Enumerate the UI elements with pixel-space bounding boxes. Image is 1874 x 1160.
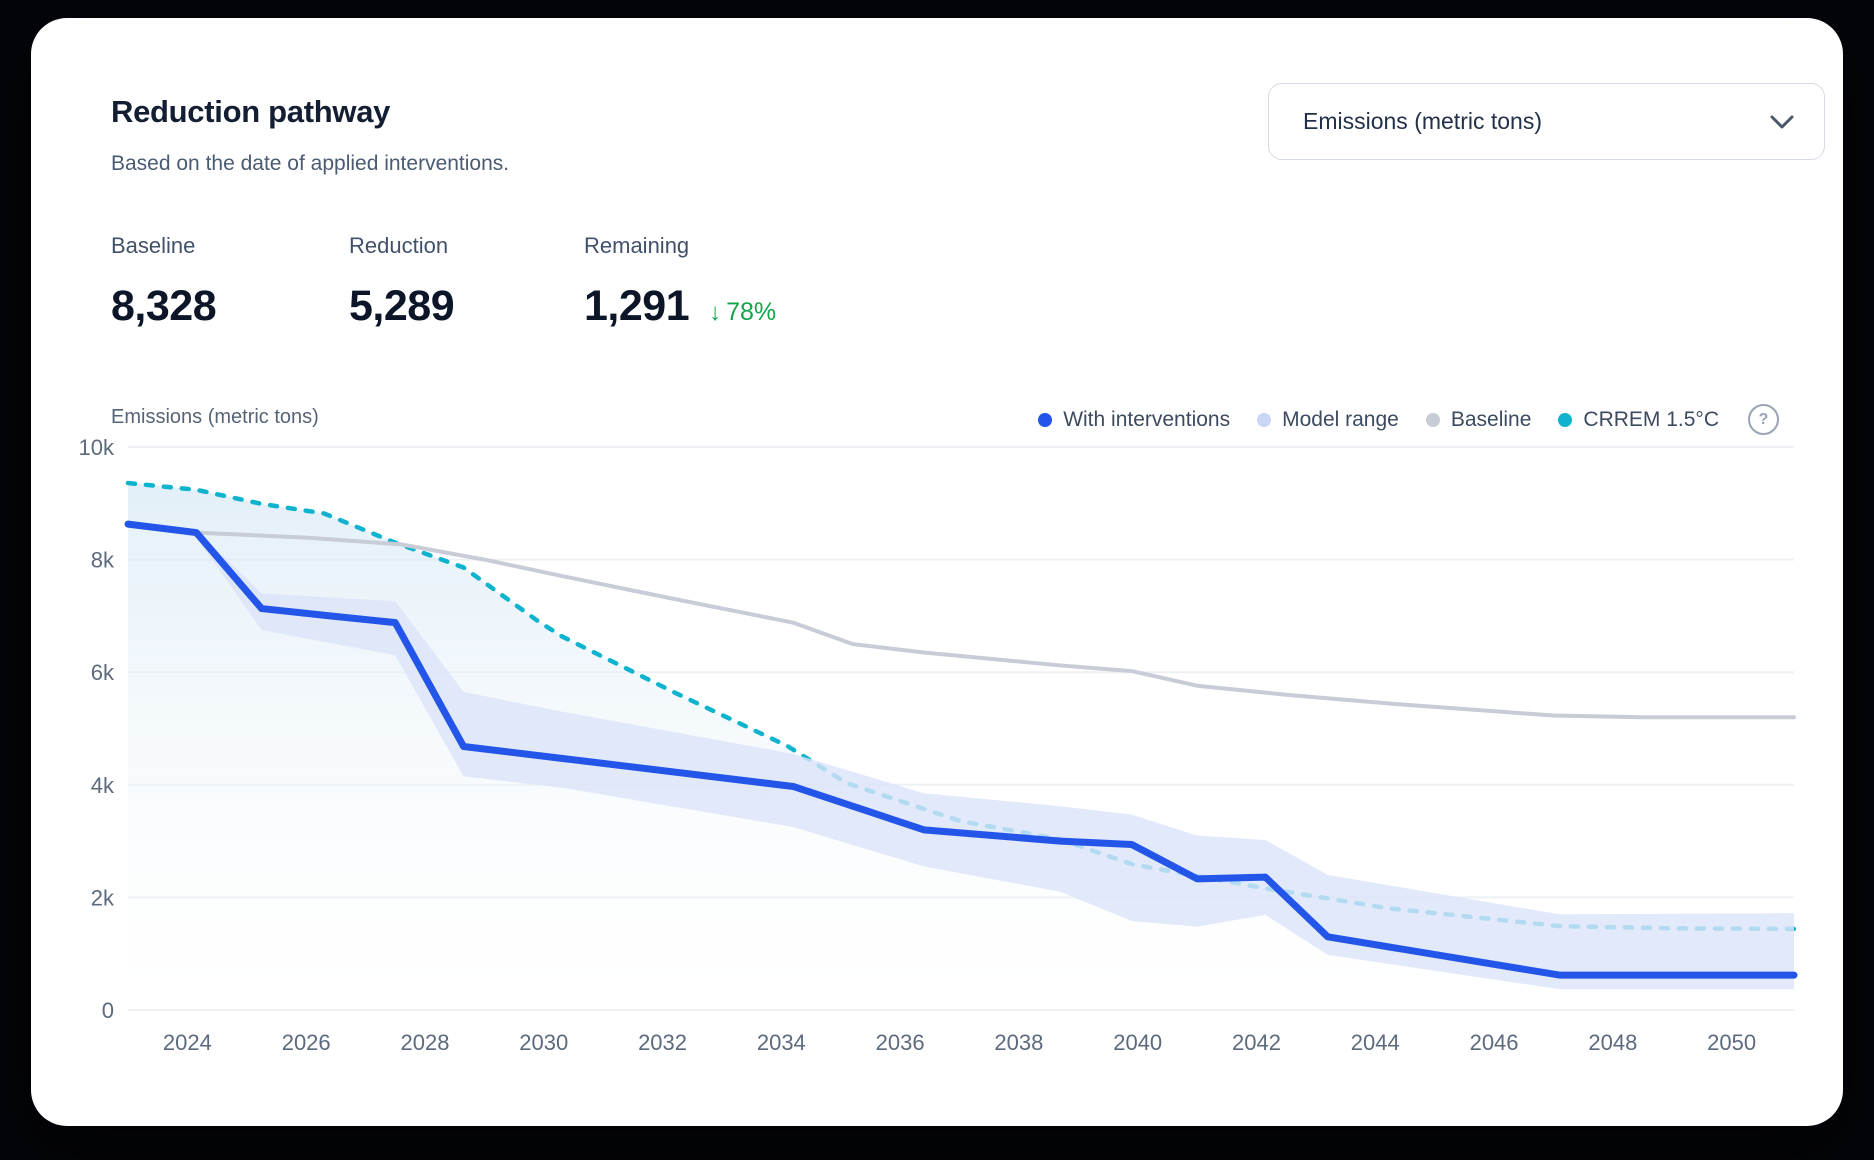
svg-text:2040: 2040: [1113, 1030, 1162, 1055]
chevron-down-icon: [1770, 115, 1794, 128]
stat-value: 5,289: [349, 282, 455, 330]
stat-label: Remaining: [584, 233, 690, 258]
legend-item-crrem[interactable]: CRREM 1.5°C: [1558, 408, 1719, 432]
legend-dot-icon: [1257, 412, 1272, 427]
legend-label: With interventions: [1063, 407, 1231, 431]
legend-dot-icon: [1425, 412, 1440, 427]
stat-baseline: Baseline 8,328: [111, 233, 217, 331]
svg-text:6k: 6k: [91, 660, 115, 685]
reduction-percent-badge: ↓ 78%: [709, 298, 776, 327]
legend-label: CRREM 1.5°C: [1583, 407, 1719, 431]
svg-text:2036: 2036: [876, 1030, 925, 1055]
svg-text:8k: 8k: [91, 548, 115, 573]
stat-label: Reduction: [349, 233, 449, 258]
metric-select-dropdown[interactable]: Emissions (metric tons): [1268, 83, 1825, 160]
page-subtitle: Based on the date of applied interventio…: [111, 152, 510, 175]
svg-text:2026: 2026: [282, 1030, 331, 1055]
legend-item-with-interventions[interactable]: With interventions: [1038, 408, 1230, 432]
stat-reduction: Reduction 5,289: [349, 233, 455, 331]
reduction-percent-value: 78%: [726, 298, 777, 326]
svg-text:2050: 2050: [1707, 1030, 1756, 1055]
legend-dot-icon: [1558, 412, 1573, 427]
arrow-down-icon: ↓: [709, 299, 722, 326]
metric-select-value: Emissions (metric tons): [1303, 108, 1542, 134]
svg-text:2038: 2038: [994, 1030, 1043, 1055]
svg-text:2k: 2k: [91, 885, 115, 910]
legend-label: Model range: [1282, 407, 1399, 431]
svg-text:2046: 2046: [1470, 1030, 1519, 1055]
svg-text:2044: 2044: [1351, 1030, 1400, 1055]
legend-item-model-range[interactable]: Model range: [1257, 408, 1399, 432]
legend-dot-icon: [1038, 412, 1053, 427]
y-axis-caption: Emissions (metric tons): [111, 406, 319, 428]
chart-legend: With interventions Model range Baseline …: [1038, 404, 1779, 435]
chart-series: [124, 480, 1798, 1011]
svg-text:2030: 2030: [519, 1030, 568, 1055]
svg-text:2028: 2028: [400, 1030, 449, 1055]
svg-text:2048: 2048: [1588, 1030, 1637, 1055]
stat-remaining: Remaining 1,291 ↓ 78%: [584, 233, 776, 331]
svg-text:2042: 2042: [1232, 1030, 1281, 1055]
svg-text:10k: 10k: [79, 435, 115, 460]
legend-label: Baseline: [1450, 407, 1532, 431]
svg-text:2032: 2032: [638, 1030, 687, 1055]
svg-text:2034: 2034: [757, 1030, 806, 1055]
help-icon[interactable]: ?: [1748, 404, 1779, 435]
chart-tick-labels: 0 2k 4k 6k 8k 10k 2024 2026 2028 2030 2032 2034 2036…: [79, 435, 1757, 1055]
svg-text:4k: 4k: [91, 773, 115, 798]
svg-text:0: 0: [102, 998, 114, 1023]
svg-text:2024: 2024: [163, 1030, 212, 1055]
stat-value: 1,291: [584, 282, 690, 330]
stat-value: 8,328: [111, 282, 217, 330]
page-title: Reduction pathway: [111, 94, 391, 129]
legend-item-baseline[interactable]: Baseline: [1425, 407, 1532, 432]
stat-label: Baseline: [111, 233, 196, 258]
